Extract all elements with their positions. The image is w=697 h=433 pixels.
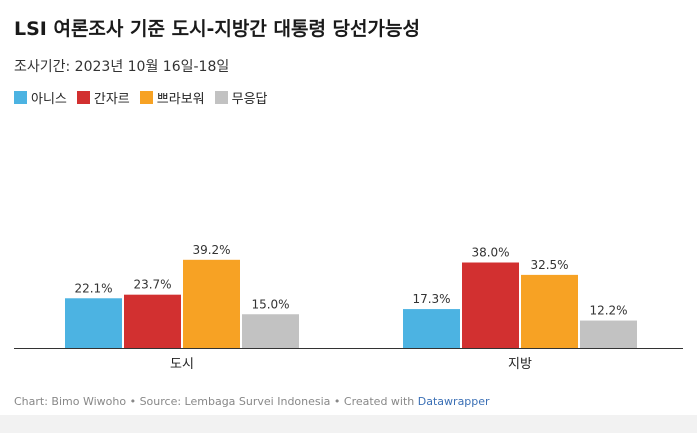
data-label: 15.0% (251, 297, 289, 311)
footer-text: Chart: Bimo Wiwoho • Source: Lembaga Sur… (14, 395, 418, 408)
legend-swatch (139, 91, 153, 104)
legend-swatch (76, 91, 90, 104)
bar-chart: 22.1% 23.7% 39.2% 15.0% 도시 17.3% 38.0% 32.5% 12.… (14, 243, 683, 372)
bottom-strip (0, 415, 697, 433)
legend: 아니스 간자르 쁘라보워 무응답 (14, 88, 268, 107)
bar (462, 262, 519, 348)
chart-subtitle: 조사기간: 2023년 10월 16일-18일 (14, 59, 230, 75)
data-label: 22.1% (74, 281, 112, 295)
chart-title: LSI 여론조사 기준 도시-지방간 대통령 당선가능성 (14, 18, 420, 40)
data-label: 12.2% (589, 304, 627, 318)
legend-label: 간자르 (93, 92, 130, 107)
bar (521, 274, 578, 348)
bar (65, 298, 122, 348)
data-label: 17.3% (412, 292, 450, 306)
data-label: 39.2% (192, 243, 230, 257)
bar (242, 314, 299, 348)
bar (183, 259, 240, 348)
legend-item: 쁘라보워 (139, 88, 205, 107)
legend-item: 무응답 (214, 88, 268, 107)
footer-credit: Chart: Bimo Wiwoho • Source: Lembaga Sur… (14, 395, 490, 408)
data-label: 23.7% (133, 278, 171, 292)
category-label: 도시 (170, 357, 194, 372)
legend-item: 간자르 (76, 88, 130, 107)
category-label: 지방 (508, 357, 532, 372)
legend-item: 아니스 (14, 88, 67, 107)
legend-label: 쁘라보워 (156, 92, 205, 107)
bar (403, 309, 460, 348)
data-label: 38.0% (471, 246, 509, 260)
data-label: 32.5% (530, 258, 568, 272)
bar (124, 294, 181, 348)
bar (580, 320, 637, 348)
legend-label: 아니스 (31, 92, 67, 107)
datawrapper-link[interactable]: Datawrapper (417, 395, 490, 408)
legend-label: 무응답 (231, 92, 268, 107)
legend-swatch (14, 91, 27, 104)
legend-swatch (214, 91, 228, 104)
